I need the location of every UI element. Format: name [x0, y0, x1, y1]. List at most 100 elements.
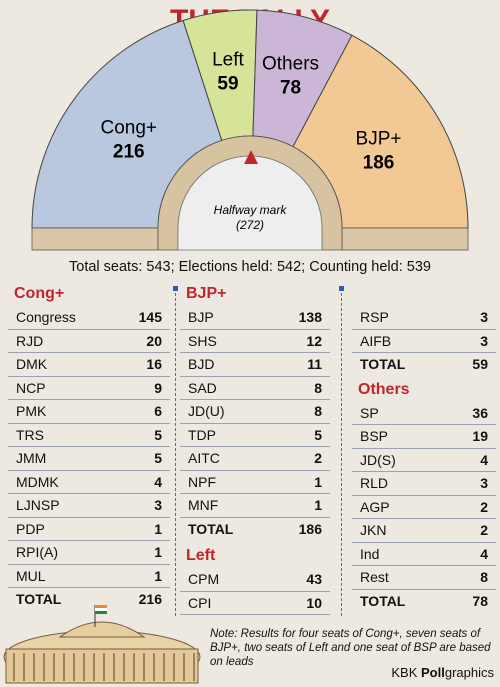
- slice-value: 59: [217, 74, 238, 95]
- seat-count: 19: [472, 428, 488, 445]
- cong-row: MDMK 4: [8, 471, 170, 494]
- tally-chart: THE TALLY Cong+216Left59Others78BJP+186 …: [31, 4, 469, 251]
- left-row: AIFB 3: [352, 330, 496, 353]
- seat-count: 9: [154, 379, 162, 396]
- bjp-row: AITC 2: [180, 447, 330, 471]
- party-name: CPM: [188, 571, 220, 588]
- seat-count: 20: [146, 332, 162, 349]
- party-name: JD(U): [188, 403, 225, 420]
- seat-count: 1: [154, 567, 162, 584]
- seat-summary: Total seats: 543; Elections held: 542; C…: [69, 259, 431, 275]
- party-name: CPI: [188, 594, 212, 611]
- seat-count: 3: [480, 475, 488, 492]
- party-name: NCP: [16, 379, 46, 396]
- seat-count: 8: [314, 379, 322, 396]
- party-name: BSP: [360, 428, 389, 445]
- party-name: AITC: [188, 450, 220, 467]
- footnote: Note: Results for four seats of Cong+, s…: [210, 628, 491, 668]
- party-name: MUL: [16, 567, 46, 584]
- party-name: JKN: [360, 522, 387, 539]
- slice-label: Left: [212, 50, 244, 71]
- others-total-row: TOTAL 78: [360, 592, 488, 609]
- party-name: BJD: [188, 356, 215, 373]
- bjp-row: JD(U) 8: [180, 400, 330, 424]
- others-row: BSP 19: [352, 425, 496, 449]
- party-name: MNF: [188, 497, 219, 514]
- left-heading: Left: [186, 547, 216, 564]
- cong-row: DMK 16: [8, 353, 170, 377]
- seat-count: 138: [298, 309, 322, 326]
- column-divider: [175, 288, 176, 616]
- seat-count: 36: [472, 404, 488, 421]
- bjp-row: BJP 138: [180, 306, 330, 330]
- cong-table: Cong+ Congress 145 RJD 20 DMK 16 NCP 9 PMK 6 TRS 5 J…: [8, 282, 170, 611]
- cong-heading: Cong+: [14, 285, 65, 302]
- seat-count: 145: [138, 309, 162, 326]
- slice-value: 216: [113, 142, 145, 163]
- party-name: TDP: [188, 426, 216, 443]
- seat-count: 1: [314, 473, 322, 490]
- seat-count: 4: [154, 473, 162, 490]
- bjp-table: BJP+ BJP 138 SHS 12 BJD 11 SAD 8 JD(U) 8 TDP 5 AITC 2…: [180, 282, 330, 615]
- seat-count: 12: [306, 332, 322, 349]
- others-row: SP 36: [352, 402, 496, 425]
- others-row: JD(S) 4: [352, 449, 496, 472]
- left-row: RSP 3: [352, 306, 496, 330]
- party-name: JD(S): [360, 451, 396, 468]
- bjp-row: NPF 1: [180, 471, 330, 494]
- party-name: DMK: [16, 356, 48, 373]
- bjp-row: TDP 5: [180, 424, 330, 447]
- party-name: RJD: [16, 332, 44, 349]
- column-divider: [341, 288, 342, 616]
- party-name: RLD: [360, 475, 389, 492]
- party-name: AGP: [360, 498, 390, 515]
- party-name: SHS: [188, 332, 217, 349]
- slice-value: 186: [363, 153, 395, 174]
- bjp-row: SHS 12: [180, 330, 330, 353]
- seat-count: 1: [314, 497, 322, 514]
- party-name: RPI(A): [16, 544, 58, 561]
- party-name: JMM: [16, 450, 47, 467]
- seat-count: 3: [154, 497, 162, 514]
- party-name: Congress: [16, 309, 76, 326]
- slice-label: Cong+: [100, 118, 157, 139]
- party-name: PDP: [16, 520, 45, 537]
- seat-count: 11: [307, 356, 322, 373]
- cong-row: RPI(A) 1: [8, 541, 170, 565]
- seat-count: 3: [480, 309, 488, 326]
- party-name: Ind: [360, 545, 380, 562]
- credit: KBK Pollgraphics: [391, 665, 494, 680]
- bjp-row: BJD 11: [180, 353, 330, 377]
- party-name: TRS: [16, 426, 44, 443]
- seat-count: 2: [314, 450, 322, 467]
- seat-count: 5: [154, 426, 162, 443]
- seat-count: 5: [314, 426, 322, 443]
- seat-count: 3: [480, 332, 488, 349]
- parliament-illustration: [3, 605, 201, 684]
- seat-count: 5: [154, 450, 162, 467]
- others-row: JKN 2: [352, 519, 496, 543]
- cong-row: PMK 6: [8, 400, 170, 424]
- cong-row: JMM 5: [8, 447, 170, 471]
- divider-dot: [173, 286, 178, 291]
- cong-row: TRS 5: [8, 424, 170, 447]
- party-name: SAD: [188, 379, 217, 396]
- cong-total-row: TOTAL 216: [16, 591, 162, 608]
- seat-count: 2: [480, 522, 488, 539]
- seat-count: 16: [146, 356, 162, 373]
- seat-count: 2: [480, 498, 488, 515]
- left-row: CPI 10: [180, 592, 330, 615]
- party-name: RSP: [360, 309, 389, 326]
- others-table: RSP 3 AIFB 3 TOTAL 59 Others SP 36 BSP 19 JD(S) 4…: [352, 306, 496, 612]
- party-name: AIFB: [360, 332, 392, 349]
- seat-count: 4: [480, 451, 488, 468]
- seat-count: 10: [306, 594, 322, 611]
- seat-count: 43: [306, 571, 322, 588]
- others-row: Ind 4: [352, 543, 496, 566]
- bjp-total-row: TOTAL 186: [188, 520, 322, 537]
- cong-row: NCP 9: [8, 377, 170, 400]
- others-heading: Others: [358, 380, 410, 398]
- inner-core: [177, 155, 323, 251]
- party-name: PMK: [16, 403, 47, 420]
- slice-label: Others: [262, 53, 319, 74]
